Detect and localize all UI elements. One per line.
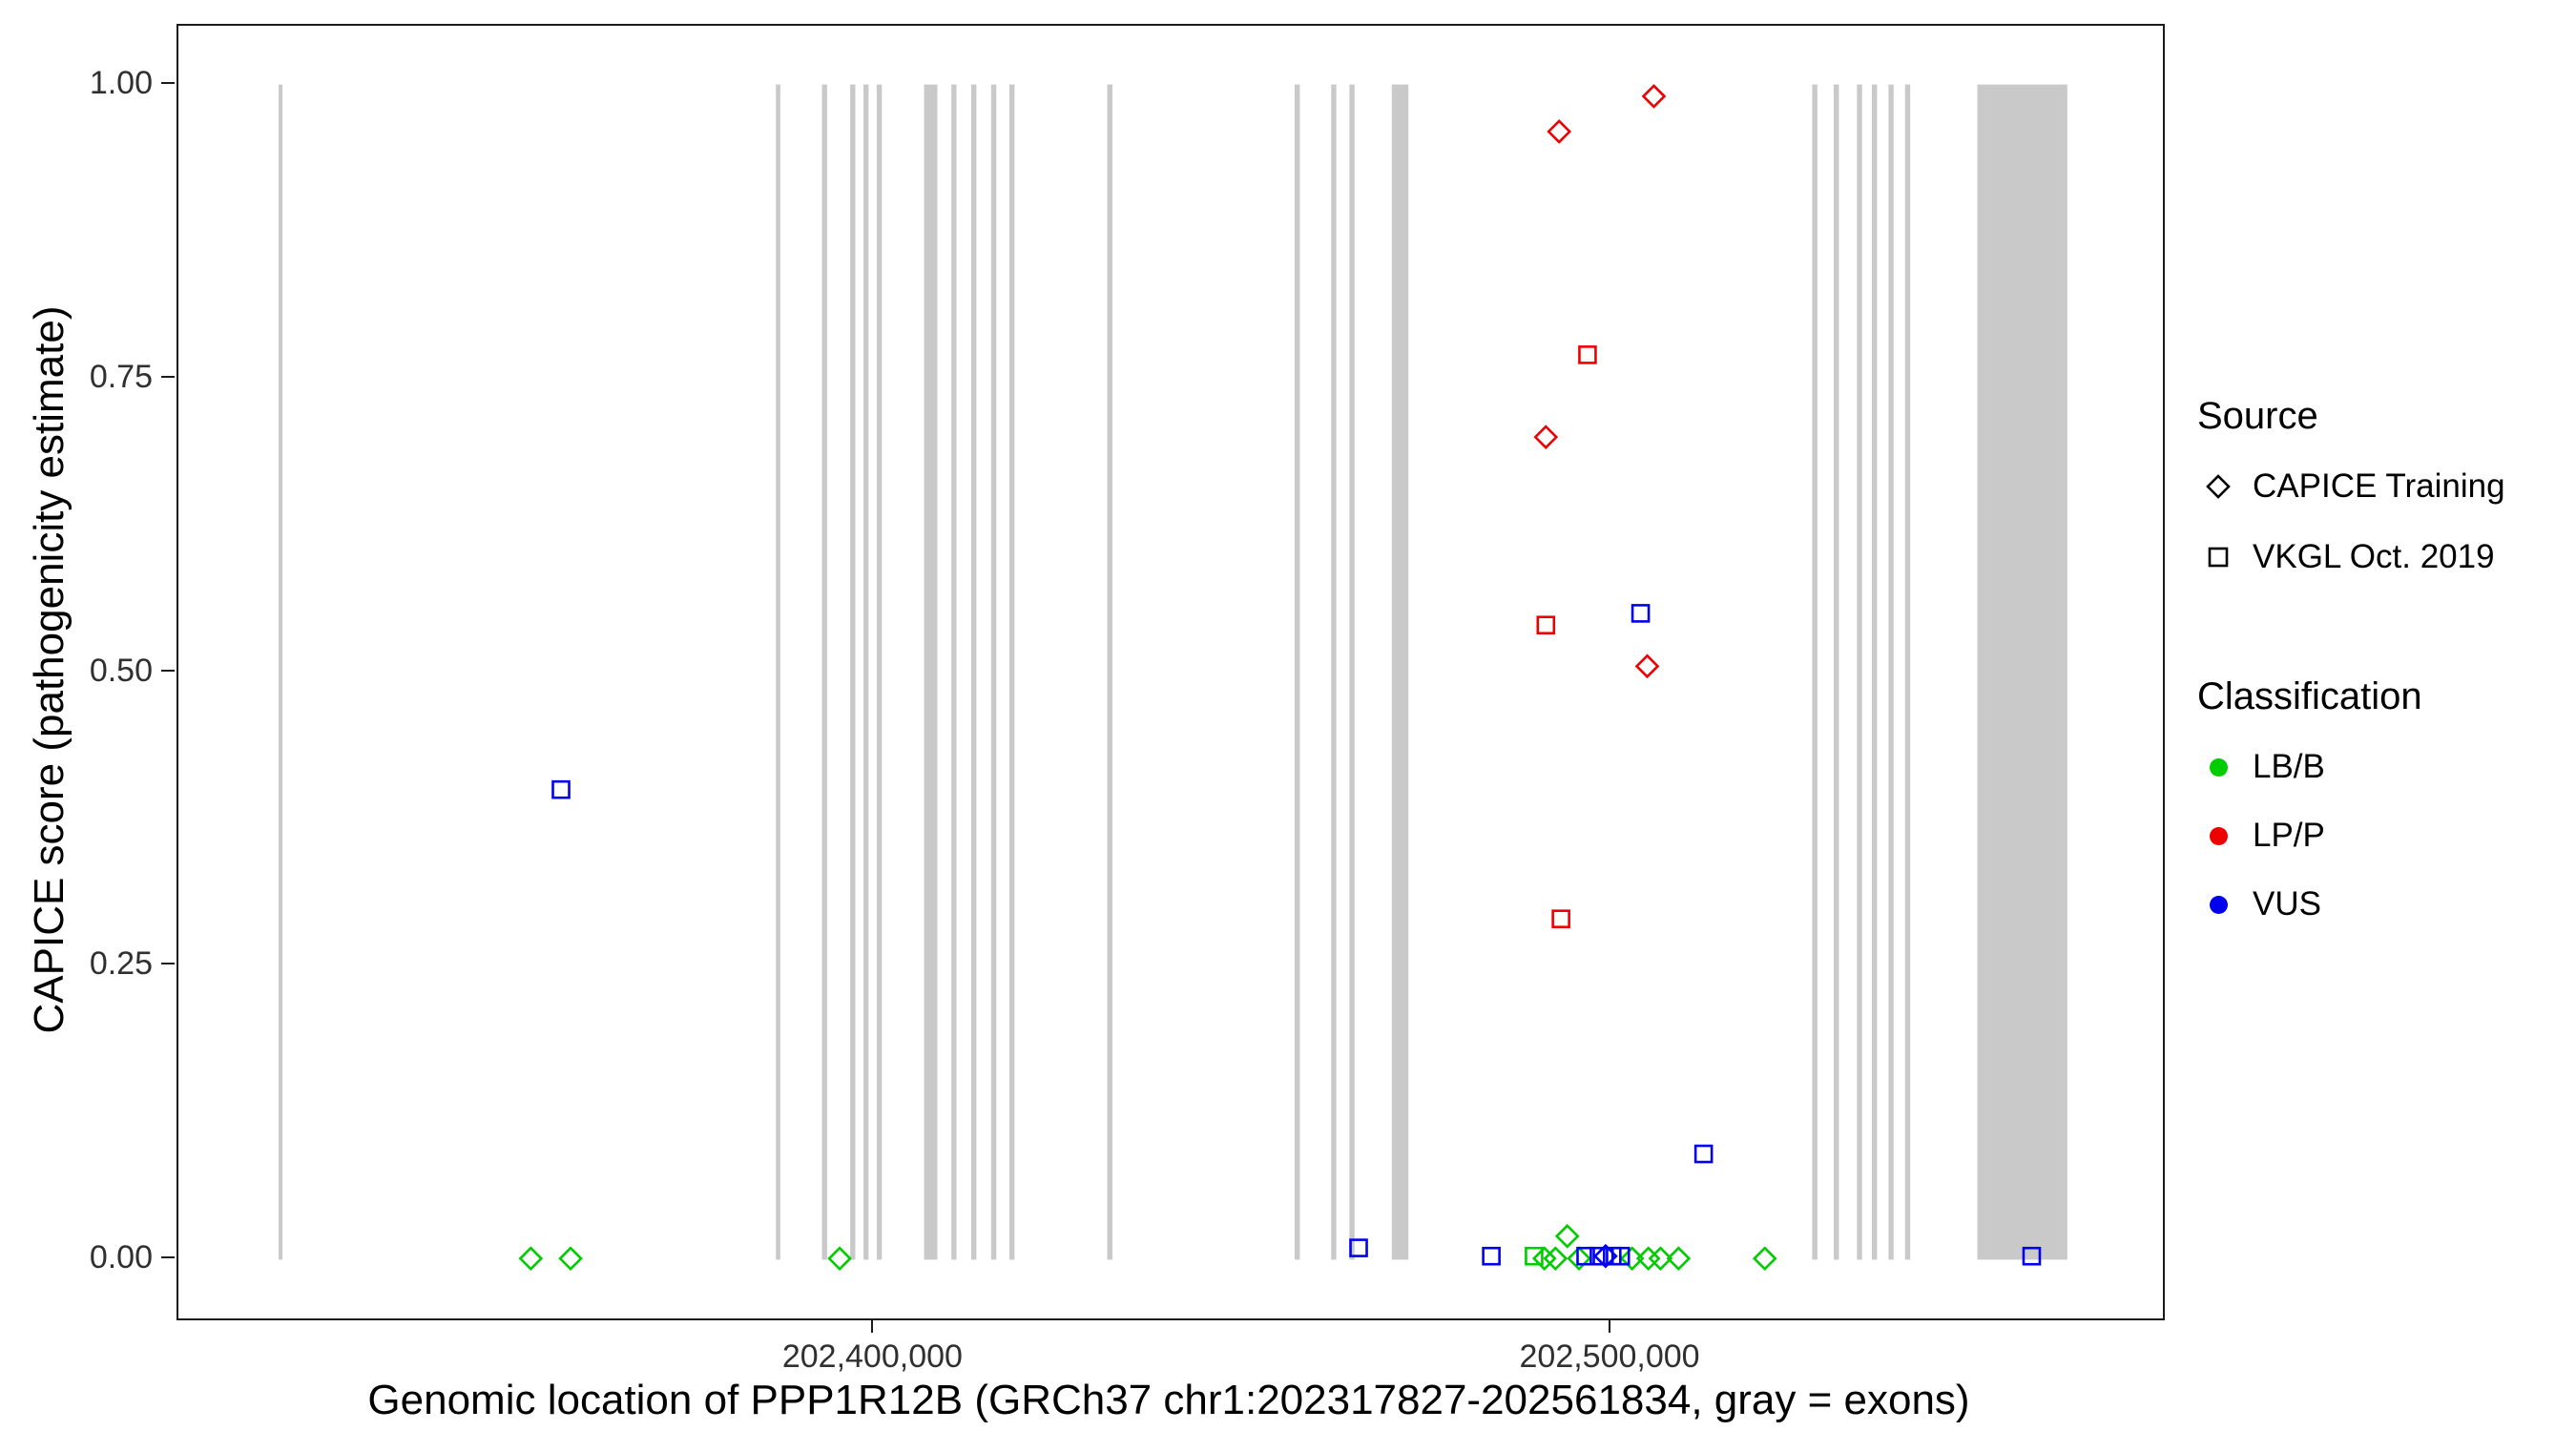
- data-point: [551, 779, 571, 799]
- data-point: [1578, 345, 1597, 364]
- data-point: [1554, 1223, 1580, 1249]
- plot-canvas: [279, 84, 2067, 1272]
- legend-item-label: VKGL Oct. 2019: [2253, 538, 2495, 575]
- data-point: [1589, 1246, 1609, 1266]
- tick-mark: [161, 81, 175, 84]
- data-point: [518, 1246, 544, 1272]
- exon-region: [1008, 84, 1015, 1260]
- legend-item-vus: VUS: [2197, 881, 2321, 927]
- legend-item-label: CAPICE Training: [2253, 467, 2505, 505]
- y-axis-title: CAPICE score (pathogenicity estimate): [26, 305, 73, 1034]
- y-tick-label: 1.00: [89, 64, 153, 101]
- exon-region: [876, 84, 883, 1260]
- legend-item-label: LB/B: [2253, 748, 2325, 785]
- exon-region: [1888, 84, 1894, 1260]
- legend-item-label: LP/P: [2253, 817, 2325, 854]
- legend-item-vkgl: VKGL Oct. 2019: [2197, 534, 2495, 580]
- exon-region: [1391, 84, 1409, 1260]
- legend-item-label: VUS: [2253, 885, 2321, 923]
- data-point: [1567, 1246, 1591, 1272]
- exon-region: [1871, 84, 1878, 1260]
- exon-region: [1857, 84, 1862, 1260]
- data-point: [1619, 1246, 1645, 1272]
- exon-region: [821, 84, 827, 1260]
- exon-region: [279, 84, 283, 1260]
- exon-region: [924, 84, 938, 1260]
- x-axis-title: Genomic location of PPP1R12B (GRCh37 chr…: [367, 1377, 1970, 1423]
- data-point: [1547, 119, 1572, 144]
- data-point: [2022, 1246, 2042, 1266]
- y-tick-label: 0.00: [89, 1239, 153, 1276]
- legend-item-lpp: LP/P: [2197, 813, 2325, 859]
- data-point: [1648, 1246, 1673, 1272]
- exon-region: [776, 84, 780, 1260]
- square-icon: [2197, 536, 2239, 578]
- legend-source-title: Source: [2197, 395, 2318, 437]
- lpp-dot-icon: [2197, 815, 2239, 857]
- tick-mark: [161, 669, 175, 672]
- data-point: [1634, 653, 1660, 679]
- exon-region: [1812, 84, 1818, 1260]
- exon-region: [1107, 84, 1112, 1260]
- data-point: [1543, 1246, 1568, 1272]
- data-point: [1693, 1144, 1714, 1164]
- data-point: [1482, 1246, 1501, 1266]
- exon-region: [1349, 84, 1355, 1260]
- exon-region: [970, 84, 977, 1260]
- exon-region: [1977, 84, 2067, 1260]
- data-point: [1531, 1246, 1557, 1272]
- data-point: [1641, 84, 1667, 109]
- data-point: [1525, 1246, 1544, 1266]
- exon-region: [1904, 84, 1911, 1260]
- diamond-icon: [2197, 466, 2239, 508]
- lbb-dot-icon: [2197, 746, 2239, 788]
- data-point: [1631, 604, 1651, 623]
- exon-region: [850, 84, 856, 1260]
- data-point: [1349, 1238, 1368, 1257]
- vus-dot-icon: [2197, 883, 2239, 925]
- data-point: [558, 1246, 583, 1272]
- y-tick-label: 0.50: [89, 652, 153, 689]
- data-point: [1533, 425, 1559, 449]
- exon-region: [1295, 84, 1300, 1260]
- data-point: [1752, 1246, 1777, 1272]
- tick-mark: [1609, 1319, 1611, 1333]
- y-tick-label: 0.75: [89, 358, 153, 395]
- legend-item-capice-training: CAPICE Training: [2197, 464, 2505, 509]
- tick-mark: [161, 963, 175, 965]
- exon-region: [990, 84, 997, 1260]
- y-tick-label: 0.25: [89, 945, 153, 983]
- data-point: [1551, 909, 1570, 928]
- exon-region: [862, 84, 869, 1260]
- data-point: [1635, 1246, 1661, 1272]
- x-tick-label: 202,500,000: [1519, 1338, 1700, 1375]
- tick-mark: [161, 1256, 175, 1259]
- x-tick-label: 202,400,000: [781, 1338, 963, 1375]
- data-point: [1666, 1246, 1692, 1272]
- data-point: [827, 1246, 852, 1272]
- legend-item-lbb: LB/B: [2197, 744, 2325, 790]
- legend-classification-title: Classification: [2197, 675, 2422, 717]
- exon-region: [1834, 84, 1839, 1260]
- data-point: [1536, 615, 1556, 635]
- exon-region: [1331, 84, 1337, 1260]
- data-point: [1576, 1246, 1595, 1266]
- exon-region: [951, 84, 957, 1260]
- data-point: [1610, 1246, 1631, 1266]
- tick-mark: [161, 375, 175, 378]
- plot-panel: [177, 24, 2165, 1320]
- tick-mark: [871, 1319, 874, 1333]
